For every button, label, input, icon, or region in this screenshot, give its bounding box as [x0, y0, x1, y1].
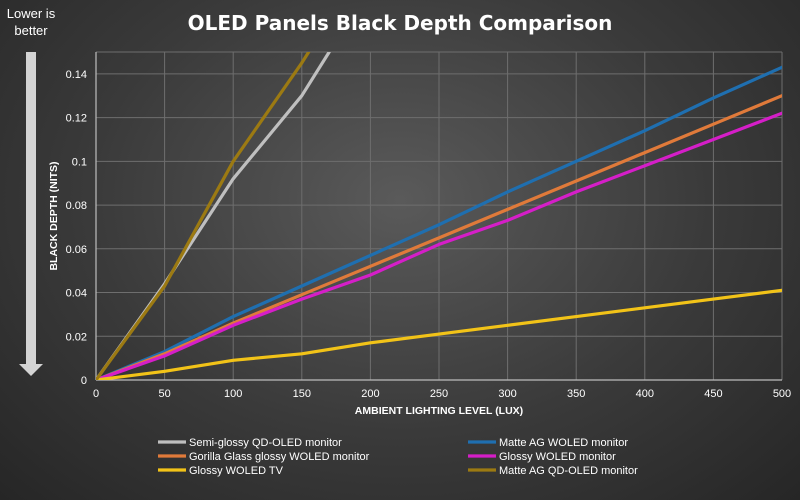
x-tick-label: 50: [158, 388, 170, 400]
series-line-5: [96, 52, 311, 380]
y-tick-label: 0.08: [66, 200, 87, 212]
legend-label-2: Gorilla Glass glossy WOLED monitor: [189, 451, 370, 463]
x-tick-label: 350: [567, 388, 585, 400]
legend: Semi-glossy QD-OLED monitor Matte AG WOLE…: [158, 437, 638, 477]
y-axis-label: BLACK DEPTH (NITS): [48, 161, 60, 270]
y-tick-label: 0.06: [66, 244, 87, 256]
chart-title: OLED Panels Black Depth Comparison: [188, 11, 613, 35]
y-tick-label: 0.1: [72, 156, 87, 168]
series-line-3: [96, 111, 782, 380]
y-tick-label: 0.04: [66, 288, 87, 300]
x-tick-label: 100: [224, 388, 242, 400]
down-arrow-icon: [19, 52, 43, 376]
y-tick-label: 0: [81, 375, 87, 387]
legend-label-0: Semi-glossy QD-OLED monitor: [189, 437, 342, 449]
x-tick-label: 250: [430, 388, 448, 400]
x-tick-label: 500: [773, 388, 791, 400]
x-tick-label: 0: [93, 388, 99, 400]
x-axis-label: AMBIENT LIGHTING LEVEL (LUX): [355, 405, 523, 417]
y-tick-label: 0.12: [66, 113, 87, 125]
x-tick-labels: 0 50 100 150 200 250 300 350 400 450 500: [93, 388, 791, 400]
series-line-1: [96, 65, 782, 380]
legend-label-1: Matte AG WOLED monitor: [499, 437, 628, 449]
series-line-4: [96, 288, 782, 380]
x-tick-label: 150: [293, 388, 311, 400]
y-tick-label: 0.02: [66, 331, 87, 343]
y-tick-labels: 0 0.02 0.04 0.06 0.08 0.1 0.12 0.14: [66, 69, 87, 387]
grid: [95, 51, 783, 381]
series-line-2: [96, 94, 782, 380]
lower-is-better-note: Lower is better: [6, 6, 56, 38]
x-tick-label: 450: [704, 388, 722, 400]
legend-label-5: Matte AG QD-OLED monitor: [499, 465, 638, 477]
legend-label-4: Glossy WOLED TV: [189, 465, 284, 477]
annotation-wrapper: Lower is better: [6, 6, 56, 38]
y-tick-label: 0.14: [66, 69, 87, 81]
axes: [95, 52, 782, 381]
series-lines: [96, 52, 782, 380]
x-tick-label: 300: [498, 388, 516, 400]
x-tick-label: 400: [636, 388, 654, 400]
legend-label-3: Glossy WOLED monitor: [499, 451, 616, 463]
x-tick-label: 200: [361, 388, 379, 400]
